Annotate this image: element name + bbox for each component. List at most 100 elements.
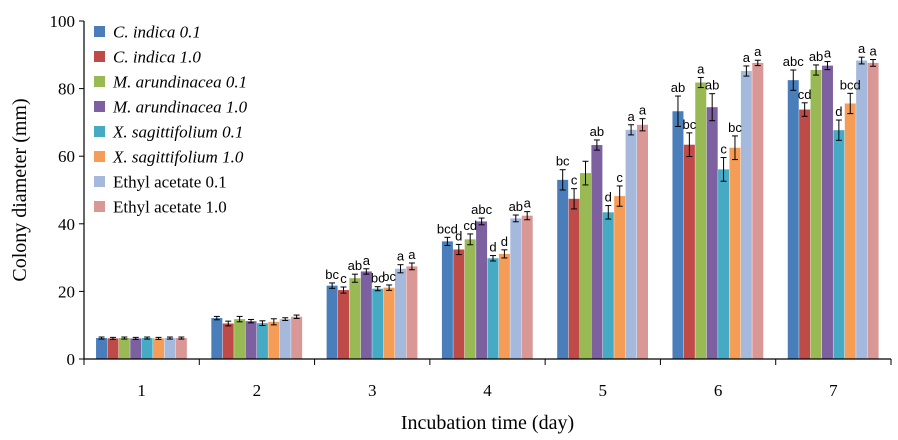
- bar-c-indica-1-0-day-2: [222, 323, 234, 359]
- bar-c-indica-1-0-day-1: [107, 338, 119, 359]
- error-bar-x-sagittifolium-0-1-day-3: [374, 286, 381, 292]
- significance-label-m-arundinacea-1-0-day-5: ab: [590, 124, 604, 139]
- error-bar-m-arundinacea-1-0-day-6: [709, 93, 716, 122]
- error-bar-ethyl-acetate-0-1-day-4: [512, 214, 519, 223]
- significance-label-c-indica-0-1-day-3: bc: [325, 267, 339, 282]
- legend-label-ethyl-acetate-0-1: Ethyl acetate 0.1: [113, 173, 227, 192]
- bar-m-arundinacea-1-0-day-4: [476, 221, 488, 359]
- error-bar-c-indica-1-0-day-2: [225, 320, 232, 327]
- y-tick-label-60: 60: [58, 147, 75, 166]
- bar-m-arundinacea-1-0-day-5: [591, 145, 603, 359]
- bar-m-arundinacea-0-1-day-7: [810, 70, 822, 359]
- significance-label-x-sagittifolium-0-1-day-4: d: [489, 240, 496, 255]
- bar-x-sagittifolium-1-0-day-4: [498, 253, 510, 359]
- bar-ethyl-acetate-0-1-day-4: [510, 218, 522, 359]
- error-bar-c-indica-1-0-day-7: [801, 102, 808, 117]
- bar-x-sagittifolium-0-1-day-2: [256, 323, 268, 359]
- x-tick-label-3: 3: [368, 381, 377, 400]
- legend-swatch-x-sagittifolium-0-1: [94, 126, 105, 137]
- bar-c-indica-0-1-day-2: [211, 318, 223, 359]
- bar-x-sagittifolium-1-0-day-6: [729, 147, 741, 359]
- error-bar-x-sagittifolium-1-0-day-4: [501, 249, 508, 259]
- bar-x-sagittifolium-0-1-day-6: [718, 169, 730, 359]
- legend-swatch-c-indica-1-0: [94, 51, 105, 62]
- bar-ethyl-acetate-0-1-day-7: [856, 60, 868, 360]
- error-bar-m-arundinacea-1-0-day-4: [478, 217, 485, 226]
- bar-m-arundinacea-1-0-day-3: [360, 271, 372, 359]
- bar-ethyl-acetate-0-1-day-1: [164, 338, 176, 359]
- error-bar-c-indica-0-1-day-4: [444, 236, 451, 246]
- error-bar-ethyl-acetate-0-1-day-1: [166, 336, 173, 340]
- legend-label-c-indica-0-1: C. indica 0.1: [113, 23, 201, 42]
- significance-label-ethyl-acetate-1-0-day-6: a: [754, 44, 762, 59]
- bar-ethyl-acetate-0-1-day-5: [625, 129, 637, 359]
- bar-m-arundinacea-1-0-day-7: [821, 65, 833, 359]
- bar-ethyl-acetate-0-1-day-2: [279, 319, 291, 359]
- significance-label-ethyl-acetate-0-1-day-3: a: [397, 249, 405, 264]
- y-tick-label-20: 20: [58, 282, 75, 301]
- significance-label-x-sagittifolium-0-1-day-6: c: [720, 142, 727, 157]
- error-bar-m-arundinacea-0-1-day-3: [351, 273, 358, 283]
- significance-label-c-indica-1-0-day-3: c: [340, 271, 347, 286]
- error-bar-ethyl-acetate-1-0-day-3: [408, 262, 415, 271]
- error-bar-m-arundinacea-1-0-day-5: [593, 139, 600, 151]
- error-bar-ethyl-acetate-1-0-day-4: [524, 211, 531, 221]
- bar-c-indica-0-1-day-5: [557, 179, 569, 359]
- error-bar-c-indica-0-1-day-5: [559, 169, 566, 191]
- legend-label-x-sagittifolium-0-1: X. sagittifolium 0.1: [112, 123, 243, 142]
- error-bar-c-indica-0-1-day-1: [98, 336, 105, 340]
- bar-c-indica-1-0-day-5: [568, 198, 580, 359]
- legend-label-m-arundinacea-1-0: M. arundinacea 1.0: [112, 98, 248, 117]
- error-bar-m-arundinacea-0-1-day-1: [121, 336, 128, 340]
- bar-ethyl-acetate-1-0-day-7: [867, 62, 879, 360]
- error-bar-m-arundinacea-1-0-day-7: [824, 61, 831, 71]
- bar-m-arundinacea-0-1-day-1: [118, 338, 130, 359]
- y-tick-label-40: 40: [58, 215, 75, 234]
- bar-c-indica-0-1-day-3: [326, 285, 338, 359]
- error-bar-ethyl-acetate-1-0-day-5: [639, 118, 646, 132]
- bar-x-sagittifolium-1-0-day-7: [844, 103, 856, 359]
- significance-label-x-sagittifolium-1-0-day-3: bc: [382, 269, 396, 284]
- error-bar-c-indica-1-0-day-6: [686, 132, 693, 158]
- significance-label-m-arundinacea-1-0-day-7: a: [824, 46, 832, 61]
- error-bar-c-indica-0-1-day-7: [790, 69, 797, 91]
- significance-label-m-arundinacea-0-1-day-3: ab: [348, 258, 362, 273]
- error-bar-c-indica-1-0-day-4: [455, 243, 462, 256]
- legend-swatch-x-sagittifolium-1-0: [94, 151, 105, 162]
- x-tick-label-1: 1: [137, 381, 146, 400]
- x-tick-label-2: 2: [253, 381, 262, 400]
- legend-item-x-sagittifolium-0-1: X. sagittifolium 0.1: [94, 123, 243, 142]
- significance-label-x-sagittifolium-1-0-day-7: bcd: [840, 77, 861, 92]
- bar-x-sagittifolium-0-1-day-4: [487, 258, 499, 359]
- significance-label-ethyl-acetate-1-0-day-3: a: [408, 247, 416, 262]
- bar-ethyl-acetate-1-0-day-6: [752, 62, 764, 360]
- significance-label-c-indica-0-1-day-6: ab: [671, 80, 685, 95]
- error-bar-m-arundinacea-0-1-day-2: [236, 315, 243, 323]
- error-bar-ethyl-acetate-0-1-day-2: [282, 317, 289, 321]
- error-bar-c-indica-0-1-day-3: [329, 282, 336, 289]
- bar-m-arundinacea-0-1-day-4: [464, 239, 476, 359]
- legend-item-c-indica-0-1: C. indica 0.1: [94, 23, 201, 42]
- legend-label-m-arundinacea-0-1: M. arundinacea 0.1: [112, 73, 247, 92]
- error-bar-x-sagittifolium-0-1-day-5: [605, 205, 612, 220]
- significance-label-c-indica-0-1-day-7: abc: [783, 54, 804, 69]
- bar-c-indica-1-0-day-3: [338, 290, 350, 359]
- significance-label-c-indica-0-1-day-4: bcd: [437, 221, 458, 236]
- error-bar-x-sagittifolium-0-1-day-1: [144, 336, 151, 340]
- error-bar-c-indica-0-1-day-2: [213, 315, 220, 321]
- significance-label-ethyl-acetate-1-0-day-7: a: [869, 44, 877, 59]
- bar-m-arundinacea-0-1-day-2: [234, 319, 246, 359]
- legend-swatch-m-arundinacea-0-1: [94, 76, 105, 87]
- significance-label-c-indica-1-0-day-7: cd: [798, 87, 812, 102]
- significance-label-m-arundinacea-0-1-day-7: ab: [809, 49, 823, 64]
- error-bar-x-sagittifolium-0-1-day-6: [720, 157, 727, 182]
- significance-label-ethyl-acetate-1-0-day-4: a: [524, 196, 532, 211]
- bar-x-sagittifolium-0-1-day-1: [141, 338, 153, 359]
- error-bar-m-arundinacea-1-0-day-2: [248, 318, 255, 324]
- legend-label-c-indica-1-0: C. indica 1.0: [113, 48, 201, 67]
- error-bar-c-indica-1-0-day-1: [109, 336, 116, 340]
- error-bar-ethyl-acetate-0-1-day-6: [743, 65, 750, 77]
- legend-item-m-arundinacea-0-1: M. arundinacea 0.1: [94, 73, 247, 92]
